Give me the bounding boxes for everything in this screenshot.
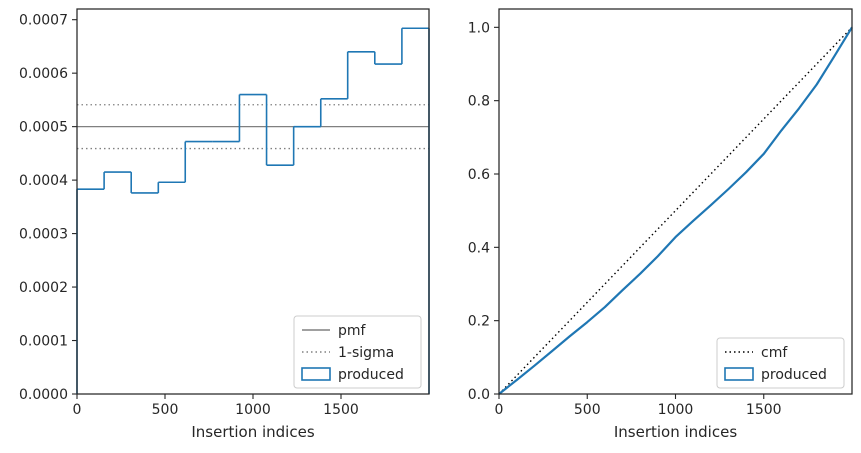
axes-frame bbox=[498, 8, 853, 395]
x-tick-label: 0 bbox=[73, 402, 82, 418]
y-tick-label: 0.0000 bbox=[19, 387, 68, 403]
y-tick-label: 0.0002 bbox=[19, 280, 68, 296]
axes-frame bbox=[76, 8, 430, 395]
legend-label: cmf bbox=[761, 345, 788, 361]
y-tick-label: 0.0003 bbox=[19, 227, 68, 243]
legend: pmf 1-sigma produced bbox=[293, 315, 422, 389]
x-tick-label: 500 bbox=[152, 402, 179, 418]
ticks: 0 500 1000 1500 0.0000 0.0001 0.0002 0.0003 0.00… bbox=[19, 13, 359, 418]
y-tick-label: 0.0006 bbox=[19, 66, 68, 82]
produced-series bbox=[498, 26, 853, 395]
x-tick-label: 1000 bbox=[658, 402, 694, 418]
y-tick-label: 0.8 bbox=[468, 94, 490, 110]
legend-label: produced bbox=[338, 367, 404, 383]
y-tick-label: 0.0004 bbox=[19, 173, 68, 189]
legend-label: produced bbox=[761, 367, 827, 383]
y-tick-label: 0.0001 bbox=[19, 334, 68, 350]
x-axis-label: Insertion indices bbox=[191, 423, 314, 441]
x-tick-label: 1500 bbox=[746, 402, 782, 418]
legend-patch bbox=[724, 367, 754, 381]
y-tick-label: 1.0 bbox=[468, 20, 490, 36]
y-tick-label: 0.0 bbox=[468, 387, 490, 403]
x-tick-label: 500 bbox=[574, 402, 601, 418]
cmf-series bbox=[498, 26, 853, 395]
y-tick-label: 0.2 bbox=[468, 314, 490, 330]
legend-item-produced: produced bbox=[301, 367, 404, 383]
x-tick-label: 1000 bbox=[235, 402, 271, 418]
x-tick-label: 0 bbox=[495, 402, 504, 418]
legend-label: pmf bbox=[338, 323, 367, 339]
y-tick-label: 0.0005 bbox=[19, 120, 68, 136]
legend-item-produced: produced bbox=[724, 367, 827, 383]
legend-label: 1-sigma bbox=[338, 345, 394, 361]
y-tick-label: 0.4 bbox=[468, 240, 490, 256]
legend: cmf produced bbox=[716, 337, 845, 389]
legend-box bbox=[293, 315, 422, 389]
x-axis-label: Insertion indices bbox=[614, 423, 737, 441]
legend-item-pmf: pmf bbox=[302, 323, 367, 339]
legend-patch bbox=[301, 367, 331, 381]
x-tick-label: 1500 bbox=[323, 402, 359, 418]
ticks: 0 500 1000 1500 0.0 0.2 0.4 0.6 0.8 1.0 bbox=[468, 20, 782, 418]
legend-item-cmf: cmf bbox=[725, 345, 788, 361]
left-panel-pmf: 0 500 1000 1500 0.0000 0.0001 0.0002 0.0003 0.00… bbox=[19, 8, 430, 441]
right-panel-cmf: 0 500 1000 1500 0.0 0.2 0.4 0.6 0.8 1.0 Insertion … bbox=[468, 8, 853, 441]
plot-area bbox=[498, 26, 853, 395]
y-tick-label: 0.0007 bbox=[19, 13, 68, 29]
legend-box bbox=[716, 337, 845, 389]
legend-item-1-sigma: 1-sigma bbox=[302, 345, 394, 361]
y-tick-label: 0.6 bbox=[468, 167, 490, 183]
